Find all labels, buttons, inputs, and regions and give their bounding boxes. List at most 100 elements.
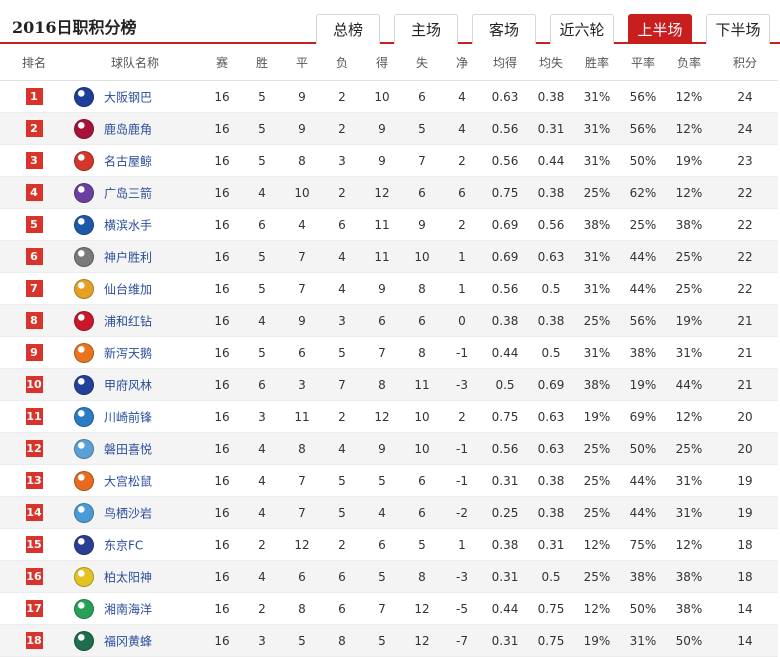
team-logo-icon: [74, 118, 94, 139]
team-logo-icon: [74, 406, 94, 427]
team-name-link[interactable]: 神户胜利: [104, 250, 153, 264]
win-rate-cell: 31%: [574, 240, 620, 273]
column-header: 得: [362, 44, 402, 81]
win-rate-cell: 31%: [574, 144, 620, 177]
tab-4[interactable]: 上半场: [628, 14, 692, 44]
goals-for-cell: 5: [362, 560, 402, 593]
losses-cell: 3: [322, 304, 362, 337]
wins-cell: 6: [242, 368, 282, 401]
rank-cell: 18: [0, 624, 68, 657]
team-name-link[interactable]: 新泻天鹅: [104, 346, 153, 360]
team-name-link[interactable]: 浦和红钻: [104, 314, 153, 328]
goals-against-cell: 6: [402, 496, 442, 529]
team-name-link[interactable]: 川崎前锋: [104, 410, 153, 424]
avg-against-cell: 0.38: [528, 176, 574, 209]
rank-badge: 14: [25, 504, 43, 521]
points-cell: 23: [712, 144, 778, 177]
team-cell: 湘南海洋: [68, 592, 202, 625]
rank-cell: 2: [0, 112, 68, 145]
draw-rate-cell: 31%: [620, 624, 666, 657]
rank-badge: 4: [25, 184, 43, 201]
win-rate-cell: 25%: [574, 432, 620, 465]
team-name-link[interactable]: 东京FC: [104, 538, 144, 552]
points-cell: 24: [712, 112, 778, 145]
goals-for-cell: 10: [362, 80, 402, 113]
draw-rate-cell: 44%: [620, 496, 666, 529]
team-name-link[interactable]: 福冈黄蜂: [104, 634, 153, 648]
team-logo-icon: [74, 438, 94, 459]
win-rate-cell: 25%: [574, 560, 620, 593]
win-rate-cell: 25%: [574, 464, 620, 497]
goals-for-cell: 12: [362, 176, 402, 209]
tab-0[interactable]: 总榜: [316, 14, 380, 44]
team-cell: 大宫松鼠: [68, 464, 202, 497]
team-name-link[interactable]: 大宫松鼠: [104, 474, 153, 488]
table-row: 17 湘南海洋 16 2 8 6 7 12 -5 0.44 0.75 12% 50% 38% 14: [0, 592, 778, 625]
rank-cell: 4: [0, 176, 68, 209]
losses-cell: 6: [322, 560, 362, 593]
rank-badge: 8: [25, 312, 43, 329]
goal-diff-cell: -1: [442, 464, 482, 497]
rank-cell: 11: [0, 400, 68, 433]
losses-cell: 2: [322, 80, 362, 113]
loss-rate-cell: 12%: [666, 112, 712, 145]
loss-rate-cell: 38%: [666, 208, 712, 241]
team-name-link[interactable]: 仙台维加: [104, 282, 153, 296]
column-header: 负率: [666, 44, 712, 81]
rank-cell: 5: [0, 208, 68, 241]
losses-cell: 2: [322, 400, 362, 433]
tab-2[interactable]: 客场: [472, 14, 536, 44]
team-cell: 大阪钢巴: [68, 80, 202, 113]
team-name-link[interactable]: 磐田喜悦: [104, 442, 153, 456]
loss-rate-cell: 50%: [666, 624, 712, 657]
team-name-link[interactable]: 横滨水手: [104, 218, 153, 232]
rank-badge: 5: [25, 216, 43, 233]
goal-diff-cell: -5: [442, 592, 482, 625]
team-logo-icon: [74, 278, 94, 299]
team-name-link[interactable]: 名古屋鲸: [104, 154, 153, 168]
played-cell: 16: [202, 400, 242, 433]
goals-against-cell: 5: [402, 112, 442, 145]
wins-cell: 5: [242, 112, 282, 145]
loss-rate-cell: 38%: [666, 560, 712, 593]
tab-5[interactable]: 下半场: [706, 14, 770, 44]
team-name-link[interactable]: 甲府风林: [104, 378, 153, 392]
tab-1[interactable]: 主场: [394, 14, 458, 44]
team-cell: 柏太阳神: [68, 560, 202, 593]
win-rate-cell: 12%: [574, 528, 620, 561]
played-cell: 16: [202, 592, 242, 625]
goal-diff-cell: 6: [442, 176, 482, 209]
team-logo-icon: [74, 534, 94, 555]
avg-against-cell: 0.75: [528, 624, 574, 657]
wins-cell: 4: [242, 464, 282, 497]
draws-cell: 3: [282, 368, 322, 401]
team-name-link[interactable]: 柏太阳神: [104, 570, 153, 584]
team-name-link[interactable]: 鹿岛鹿角: [104, 122, 153, 136]
points-cell: 21: [712, 336, 778, 369]
table-row: 9 新泻天鹅 16 5 6 5 7 8 -1 0.44 0.5 31% 38% 31% 21: [0, 336, 778, 369]
team-logo-icon: [74, 502, 94, 523]
rank-cell: 9: [0, 336, 68, 369]
team-name-link[interactable]: 湘南海洋: [104, 602, 153, 616]
points-cell: 19: [712, 464, 778, 497]
avg-for-cell: 0.5: [482, 368, 528, 401]
loss-rate-cell: 12%: [666, 400, 712, 433]
team-name-link[interactable]: 鸟栖沙岩: [104, 506, 153, 520]
draw-rate-cell: 50%: [620, 592, 666, 625]
draws-cell: 6: [282, 336, 322, 369]
team-name-link[interactable]: 广岛三箭: [104, 186, 153, 200]
team-cell: 横滨水手: [68, 208, 202, 241]
points-cell: 21: [712, 368, 778, 401]
loss-rate-cell: 12%: [666, 176, 712, 209]
avg-for-cell: 0.38: [482, 304, 528, 337]
rank-cell: 8: [0, 304, 68, 337]
column-header: 球队名称: [68, 44, 202, 81]
draws-cell: 9: [282, 112, 322, 145]
avg-for-cell: 0.44: [482, 336, 528, 369]
avg-against-cell: 0.5: [528, 272, 574, 305]
losses-cell: 7: [322, 368, 362, 401]
team-name-link[interactable]: 大阪钢巴: [104, 90, 153, 104]
points-cell: 18: [712, 528, 778, 561]
tab-3[interactable]: 近六轮: [550, 14, 614, 44]
table-body: 1 大阪钢巴 16 5 9 2 10 6 4 0.63 0.38 31% 56% 12% 24 2 鹿岛鹿角 16…: [0, 80, 778, 657]
